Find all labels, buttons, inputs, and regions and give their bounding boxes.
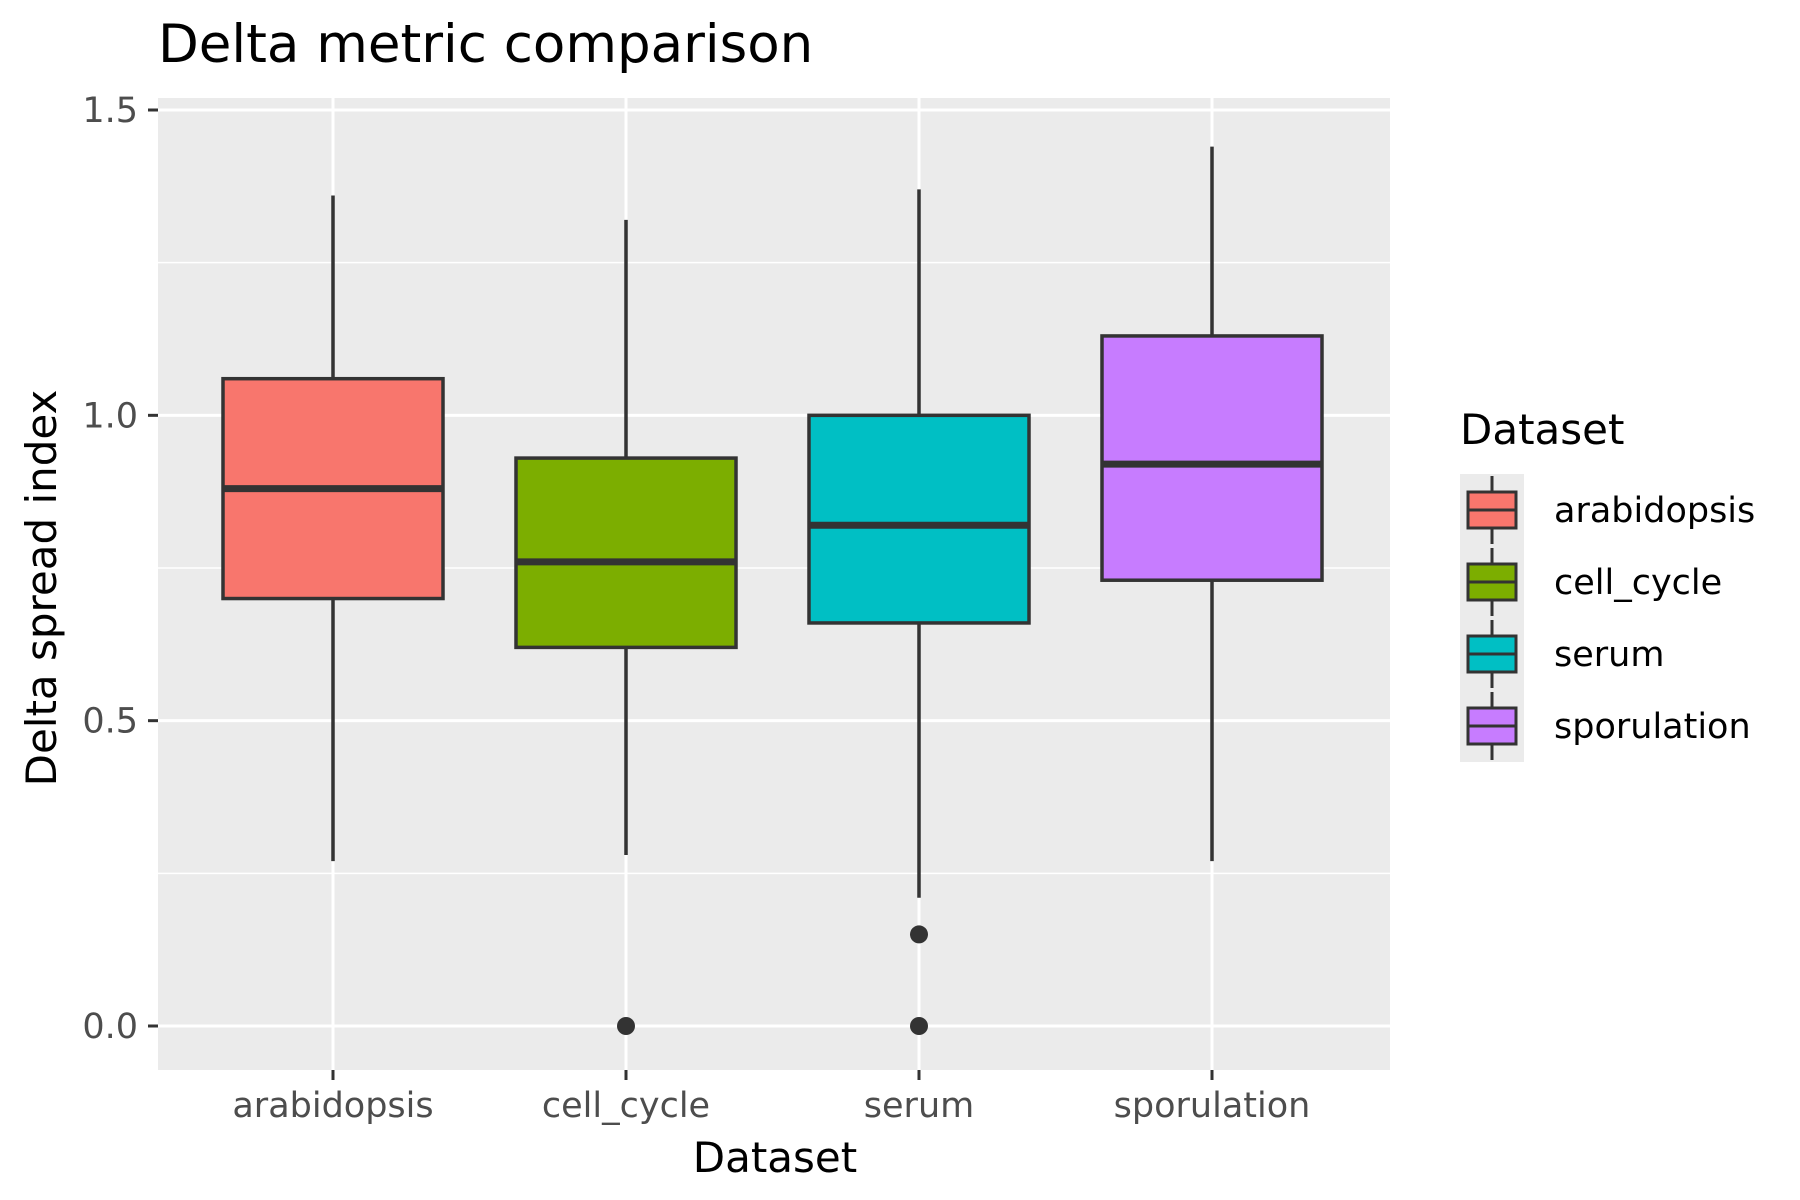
box-serum bbox=[807, 189, 1031, 1035]
legend-label: serum bbox=[1554, 635, 1664, 675]
x-axis-title: Dataset bbox=[693, 1133, 857, 1182]
legend-item-cell_cycle: cell_cycle bbox=[1466, 548, 1722, 616]
chart-title: Delta metric comparison bbox=[158, 14, 813, 75]
box-iqr bbox=[1100, 334, 1324, 582]
legend-title: Dataset bbox=[1460, 405, 1624, 454]
x-tick-label: cell_cycle bbox=[542, 1086, 710, 1126]
legend-item-arabidopsis: arabidopsis bbox=[1466, 476, 1755, 544]
legend-item-sporulation: sporulation bbox=[1466, 692, 1751, 760]
box-iqr bbox=[514, 456, 738, 650]
y-tick-label: 0.0 bbox=[82, 1007, 138, 1047]
legend-item-serum: serum bbox=[1466, 620, 1664, 688]
x-tick-label: sporulation bbox=[1114, 1086, 1311, 1126]
box-series bbox=[221, 146, 1324, 1035]
box-iqr bbox=[807, 413, 1031, 625]
x-tick-label: arabidopsis bbox=[232, 1086, 433, 1126]
y-tick-label: 1.0 bbox=[82, 396, 138, 436]
outlier-point bbox=[910, 925, 928, 944]
legend-label: sporulation bbox=[1554, 707, 1751, 747]
box-cell_cycle bbox=[514, 219, 738, 1035]
outlier-point bbox=[617, 1017, 635, 1035]
x-tick-label: serum bbox=[864, 1086, 974, 1126]
outlier-point bbox=[910, 1017, 928, 1035]
y-tick-label: 0.5 bbox=[82, 702, 138, 742]
box-arabidopsis bbox=[221, 195, 445, 862]
y-tick-label: 1.5 bbox=[82, 91, 138, 131]
axes: 0.0 0.5 1.0 1.5 arabidopsis cell_cycle serum sp… bbox=[82, 91, 1310, 1126]
box-sporulation bbox=[1100, 146, 1324, 862]
y-axis-title: Delta spread index bbox=[17, 390, 66, 787]
legend-label: arabidopsis bbox=[1554, 491, 1755, 531]
legend-label: cell_cycle bbox=[1554, 563, 1722, 603]
